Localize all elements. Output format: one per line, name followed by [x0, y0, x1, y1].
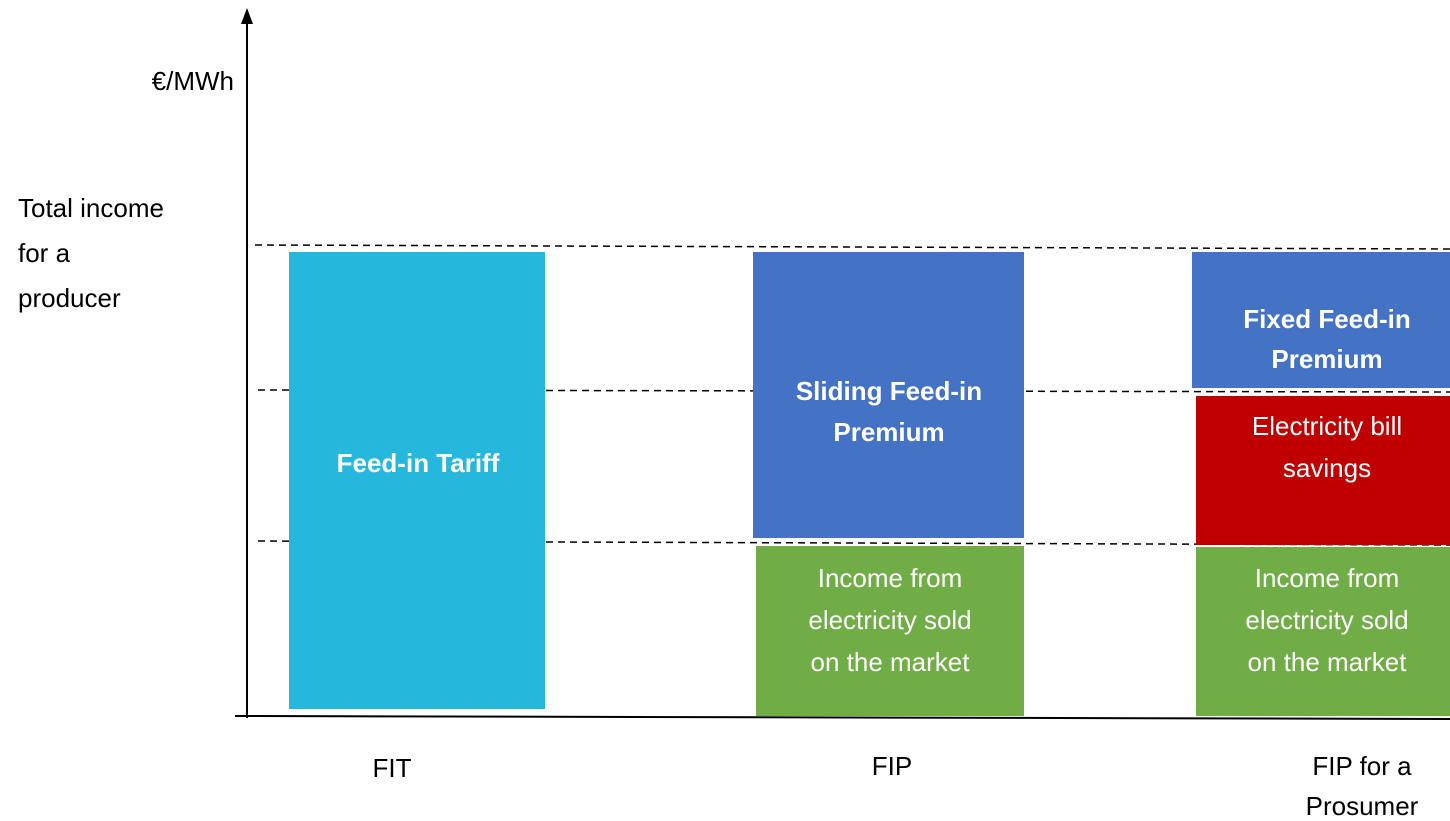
- segment-label: Income from: [1255, 563, 1400, 593]
- column-label: Prosumer: [1306, 791, 1419, 821]
- segment-label: savings: [1283, 453, 1371, 483]
- segment-label: on the market: [811, 647, 971, 677]
- column-label: FIP: [872, 751, 912, 781]
- segment-label: Premium: [833, 417, 944, 447]
- segment-label: Fixed Feed-in: [1243, 304, 1411, 334]
- axis-arrow: [241, 8, 253, 24]
- segment-label: on the market: [1248, 647, 1408, 677]
- column-label: FIT: [373, 753, 412, 783]
- box-market-income: [1196, 547, 1450, 716]
- segment-label: Sliding Feed-in: [796, 376, 982, 406]
- box-fixed-premium: [1192, 252, 1450, 388]
- axis-label: €/MWh: [152, 66, 234, 96]
- column-label: FIP for a: [1312, 751, 1412, 781]
- box-market-income: [756, 546, 1024, 716]
- segment-label: electricity sold: [1245, 605, 1408, 635]
- segment-label: Electricity bill: [1252, 411, 1402, 441]
- box-fit: [289, 252, 545, 709]
- segment-label: Feed-in Tariff: [337, 448, 500, 478]
- reference-line: [254, 244, 1450, 250]
- box-sliding-premium: [753, 252, 1024, 538]
- segment-label: electricity sold: [808, 605, 971, 635]
- side-label: producer: [18, 283, 121, 313]
- segment-label: Income from: [818, 563, 963, 593]
- side-label: for a: [18, 238, 71, 268]
- side-label: Total income: [18, 193, 164, 223]
- x-axis: [234, 715, 1450, 720]
- box-bill-savings: [1196, 396, 1450, 545]
- segment-label: Premium: [1271, 344, 1382, 374]
